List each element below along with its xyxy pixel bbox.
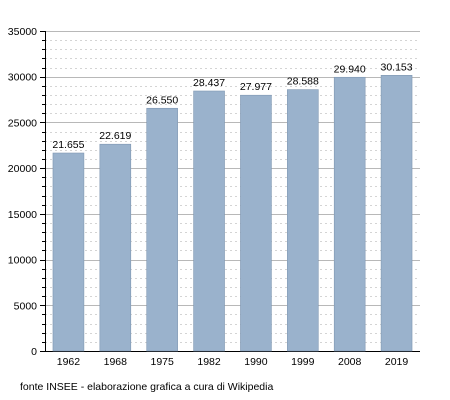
bar: [333, 76, 366, 352]
bar-value-label: 21.655: [52, 139, 84, 151]
bar-value-label: 22.619: [99, 130, 131, 142]
x-tick-label: 1990: [244, 356, 268, 368]
y-tick-label: 5000: [14, 300, 38, 312]
bar: [52, 152, 85, 352]
x-tick-label: 1975: [151, 356, 175, 368]
x-tick-label: 2019: [385, 356, 409, 368]
bar: [240, 94, 272, 352]
bar-value-label: 27.977: [240, 81, 272, 93]
y-tick-label: 0: [31, 346, 37, 358]
x-tick-label: 1999: [291, 356, 315, 368]
x-tick-label: 1968: [104, 356, 128, 368]
y-tick-label: 10000: [8, 255, 37, 267]
bar: [287, 89, 319, 352]
bar: [99, 143, 132, 352]
x-tick-label: 2008: [338, 356, 362, 368]
x-tick-label: 1962: [57, 356, 81, 368]
labels: 0 5000 10000 15000 20000 25000 30000 35000 21.65…: [8, 26, 413, 368]
bar: [380, 75, 413, 352]
y-tick-label: 15000: [8, 209, 37, 221]
bars: [52, 75, 413, 352]
bar: [193, 90, 225, 352]
y-tick-label: 30000: [8, 72, 37, 84]
y-tick-label: 25000: [8, 117, 37, 129]
y-tick-label: 20000: [8, 163, 37, 175]
bar-value-label: 30.153: [381, 61, 413, 73]
bar-value-label: 28.437: [193, 77, 225, 89]
bar-value-label: 29.940: [334, 63, 366, 75]
y-tick-label: 35000: [8, 26, 37, 38]
source-note: fonte INSEE - elaborazione grafica a cur…: [20, 381, 274, 393]
bar-value-label: 26.550: [146, 94, 178, 106]
axes: [40, 31, 420, 352]
bar-value-label: 28.588: [287, 76, 319, 88]
x-tick-label: 1982: [197, 356, 221, 368]
bar: [146, 107, 178, 352]
